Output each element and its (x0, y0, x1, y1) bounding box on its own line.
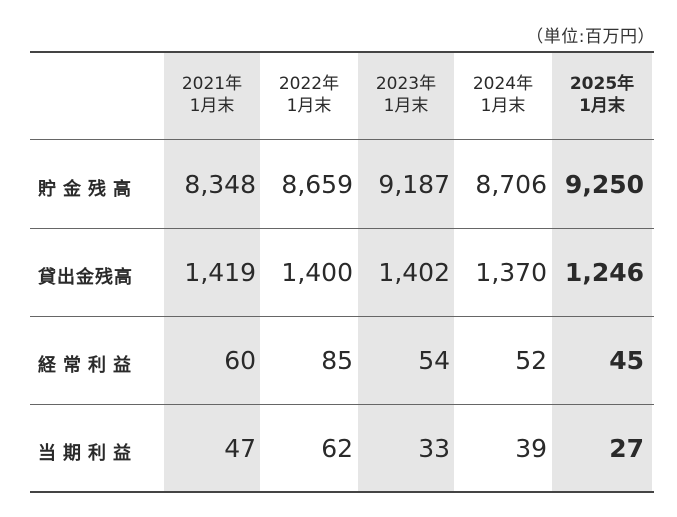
table-cell: 39 (515, 434, 547, 463)
column-header-year: 2024年 (472, 74, 534, 94)
table-cell: 47 (224, 434, 256, 463)
column-header-2021: 2021年 1月末 (164, 73, 260, 133)
column-shade-2025 (552, 53, 652, 491)
column-header-month: 1月末 (579, 96, 625, 116)
table-cell: 1,402 (378, 258, 450, 287)
table-cell: 33 (418, 434, 450, 463)
column-header-2025: 2025年 1月末 (552, 73, 652, 133)
column-header-month: 1月末 (383, 96, 429, 116)
row-label-loans: 貸出金残高 (38, 267, 133, 288)
column-header-month: 1月末 (189, 96, 235, 116)
row-label-ordinary-profit: 経常利益 (38, 355, 138, 376)
row-label-net-profit: 当期利益 (38, 443, 138, 464)
column-shade-2023 (358, 53, 454, 491)
financial-table: 2021年 1月末 2022年 1月末 2023年 1月末 2024年 1月末 … (30, 51, 654, 493)
row-divider (30, 404, 654, 405)
table-cell: 9,187 (378, 170, 450, 199)
table-cell: 9,250 (564, 170, 644, 199)
unit-note: （単位:百万円） (526, 27, 655, 47)
table-cell: 1,400 (281, 258, 353, 287)
table-cell: 45 (609, 346, 644, 375)
column-header-month: 1月末 (286, 96, 332, 116)
table-cell: 8,706 (475, 170, 547, 199)
table-cell: 27 (609, 434, 644, 463)
table-cell: 60 (224, 346, 256, 375)
column-shade-2021 (164, 53, 260, 491)
table-cell: 8,348 (184, 170, 256, 199)
column-header-month: 1月末 (480, 96, 526, 116)
column-header-2023: 2023年 1月末 (358, 73, 454, 133)
table-cell: 1,419 (184, 258, 256, 287)
column-header-year: 2021年 (181, 74, 243, 94)
table-cell: 1,246 (564, 258, 644, 287)
row-divider (30, 228, 654, 229)
column-header-2024: 2024年 1月末 (455, 73, 551, 133)
table-cell: 62 (321, 434, 353, 463)
column-header-year: 2023年 (375, 74, 437, 94)
column-header-2022: 2022年 1月末 (261, 73, 357, 133)
column-header-year: 2022年 (278, 74, 340, 94)
row-label-deposits: 貯金残高 (38, 179, 138, 200)
row-divider (30, 316, 654, 317)
table-cell: 1,370 (475, 258, 547, 287)
row-divider (30, 139, 654, 140)
table-bottom-rule (30, 491, 654, 493)
table-cell: 52 (515, 346, 547, 375)
column-header-year: 2025年 (569, 74, 635, 94)
table-cell: 85 (321, 346, 353, 375)
table-cell: 8,659 (281, 170, 353, 199)
table-cell: 54 (418, 346, 450, 375)
table-top-rule (30, 51, 654, 53)
